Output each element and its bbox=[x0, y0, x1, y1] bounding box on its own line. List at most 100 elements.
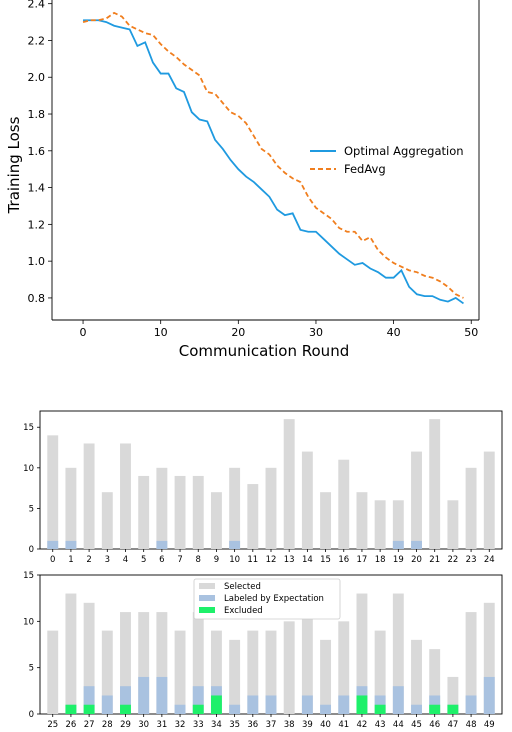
bar-selected bbox=[483, 602, 495, 714]
bar-selected bbox=[374, 500, 386, 549]
bar-chart-xtick-label: 44 bbox=[393, 720, 404, 730]
bar-selected bbox=[392, 593, 404, 714]
bar-chart-xtick-label: 48 bbox=[466, 720, 477, 730]
bar-labeled-by-expectation bbox=[265, 695, 277, 714]
bar-selected bbox=[229, 639, 241, 714]
bar-chart-xtick-label: 31 bbox=[156, 720, 167, 730]
legend-label-selected: Selected bbox=[224, 582, 261, 592]
legend-label-fedavg: FedAvg bbox=[344, 162, 386, 176]
bar-chart-ytick-label: 5 bbox=[29, 504, 34, 514]
bar-chart-xtick-label: 39 bbox=[302, 720, 313, 730]
bar-selected bbox=[320, 639, 332, 714]
bar-chart-xtick-label: 22 bbox=[447, 555, 458, 565]
bar-labeled-by-expectation bbox=[174, 704, 186, 714]
bar-chart-legend: Selected Labeled by Expectation Excluded bbox=[193, 578, 341, 620]
bar-chart-ytick-label: 15 bbox=[23, 423, 34, 433]
bar-chart-xtick-label: 11 bbox=[247, 555, 258, 565]
bar-selected bbox=[47, 435, 59, 549]
bar-selected bbox=[156, 467, 168, 549]
bar-labeled-by-expectation bbox=[411, 704, 422, 714]
bar-selected bbox=[83, 602, 95, 714]
bar-chart-xtick-label: 24 bbox=[484, 555, 495, 565]
bar-labeled-by-expectation bbox=[192, 686, 204, 714]
line-series-fedavg bbox=[82, 11, 464, 299]
bar-chart-xtick-label: 49 bbox=[484, 720, 495, 730]
line-chart-ytick-label: 1.0 bbox=[28, 255, 46, 268]
line-chart-ytick-label: 1.2 bbox=[28, 218, 46, 231]
line-chart-xlabel: Communication Round bbox=[179, 342, 349, 360]
bar-chart-xtick-label: 28 bbox=[102, 720, 113, 730]
bar-selected bbox=[429, 419, 441, 549]
line-chart-xtick-label: 20 bbox=[231, 326, 245, 339]
line-chart-xtick-label: 40 bbox=[387, 326, 401, 339]
bar-excluded bbox=[210, 695, 222, 714]
bar-chart-xtick-label: 32 bbox=[175, 720, 186, 730]
bar-chart-xtick-label: 41 bbox=[338, 720, 349, 730]
bar-chart-xtick-label: 29 bbox=[120, 720, 131, 730]
legend-swatch-labeled-by-expectation bbox=[199, 595, 215, 601]
bar-selected bbox=[356, 492, 368, 549]
bar-selected bbox=[192, 475, 204, 549]
bar-selected bbox=[83, 443, 95, 549]
bar-selected bbox=[210, 492, 222, 549]
bar-selected bbox=[120, 443, 131, 549]
line-chart-legend: Optimal Aggregation FedAvg bbox=[310, 144, 464, 176]
bar-labeled-by-expectation bbox=[338, 695, 350, 714]
bar-chart-ytick-label: 0 bbox=[29, 710, 34, 720]
bar-labeled-by-expectation bbox=[65, 540, 77, 549]
bar-chart-xtick-label: 23 bbox=[466, 555, 477, 565]
bar-chart-xtick-label: 37 bbox=[266, 720, 277, 730]
bar-labeled-by-expectation bbox=[83, 686, 95, 714]
bar-chart-xtick-label: 35 bbox=[229, 720, 240, 730]
line-chart-xtick-label: 10 bbox=[154, 326, 168, 339]
bar-selected bbox=[301, 612, 313, 714]
line-chart-ylabel: Training Loss bbox=[5, 116, 23, 214]
bar-labeled-by-expectation bbox=[411, 540, 422, 549]
line-chart-xtick-label: 50 bbox=[464, 326, 478, 339]
bar-chart-xtick-label: 9 bbox=[214, 555, 219, 565]
line-chart-ytick-label: 1.6 bbox=[28, 145, 46, 158]
bar-excluded bbox=[429, 704, 441, 714]
bar-selected bbox=[320, 492, 332, 549]
bar-chart-xtick-label: 2 bbox=[86, 555, 91, 565]
bar-selected bbox=[374, 630, 386, 714]
bar-labeled-by-expectation bbox=[392, 540, 404, 549]
bar-labeled-by-expectation bbox=[483, 676, 495, 714]
bar-selected bbox=[174, 630, 186, 714]
bar-chart-xtick-label: 6 bbox=[159, 555, 164, 565]
bar-chart-xtick-label: 43 bbox=[375, 720, 386, 730]
bar-chart-ytick-label: 15 bbox=[23, 571, 34, 581]
bar-labeled-by-expectation bbox=[101, 695, 113, 714]
bar-excluded bbox=[192, 704, 204, 714]
bar-selected bbox=[283, 621, 295, 714]
line-series-optimal-aggregation bbox=[83, 19, 464, 305]
line-chart-xtick-label: 0 bbox=[80, 326, 87, 339]
bar-chart-xtick-label: 30 bbox=[138, 720, 149, 730]
bar-selected bbox=[265, 467, 277, 549]
bar-chart-xtick-label: 19 bbox=[393, 555, 404, 565]
bar-chart-xtick-label: 25 bbox=[47, 720, 58, 730]
bar-selected bbox=[392, 500, 404, 549]
bar-chart-xtick-label: 4 bbox=[123, 555, 128, 565]
bar-selected bbox=[283, 419, 295, 549]
bar-selected bbox=[447, 500, 459, 549]
bar-chart-xtick-label: 21 bbox=[429, 555, 440, 565]
bar-chart-xtick-label: 10 bbox=[229, 555, 240, 565]
bar-selected bbox=[156, 612, 168, 714]
bar-chart-xtick-label: 5 bbox=[141, 555, 146, 565]
bar-selected bbox=[138, 475, 150, 549]
line-chart-ytick-label: 2.4 bbox=[28, 0, 46, 11]
bar-chart-xtick-label: 47 bbox=[447, 720, 458, 730]
bar-selected bbox=[429, 649, 441, 714]
line-chart-ytick-label: 2.0 bbox=[28, 71, 46, 84]
legend-frame bbox=[193, 578, 341, 620]
legend-label-optimal-aggregation: Optimal Aggregation bbox=[344, 144, 464, 158]
bar-selected bbox=[338, 621, 350, 714]
bar-chart-xtick-label: 42 bbox=[357, 720, 368, 730]
bar-chart-xtick-label: 27 bbox=[84, 720, 95, 730]
bar-selected bbox=[120, 612, 131, 714]
legend-label-excluded: Excluded bbox=[224, 606, 263, 616]
bar-selected bbox=[265, 630, 277, 714]
bar-chart-xtick-label: 1 bbox=[68, 555, 73, 565]
bar-labeled-by-expectation bbox=[229, 704, 241, 714]
